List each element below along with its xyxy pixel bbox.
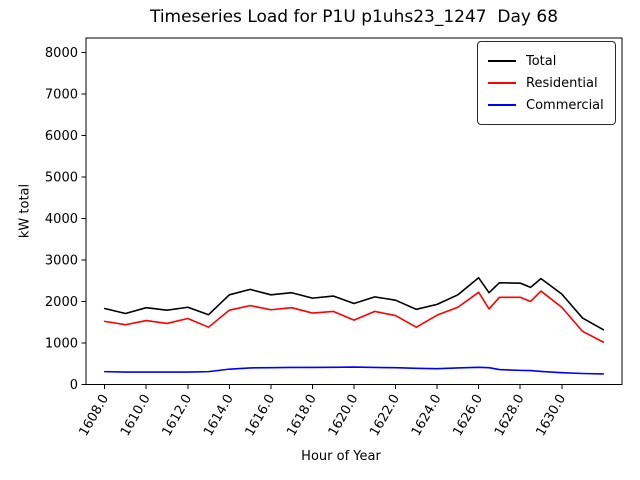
x-tick-label: 1614.0	[201, 392, 237, 439]
legend: Total Residential Commercial	[477, 41, 616, 125]
x-tick-label: 1622.0	[367, 392, 403, 439]
y-tick-label: 8000	[45, 46, 78, 61]
legend-label: Residential	[526, 75, 598, 91]
x-tick-label: 1628.0	[492, 392, 528, 439]
y-tick-label: 3000	[45, 253, 78, 268]
legend-swatch-commercial	[488, 104, 516, 106]
y-tick-label: 6000	[45, 129, 78, 144]
chart-title: Timeseries Load for P1U p1uhs23_1247 Day…	[149, 7, 559, 27]
legend-label: Commercial	[526, 97, 604, 113]
x-tick-label: 1618.0	[284, 392, 320, 439]
x-tick-label: 1620.0	[326, 392, 362, 439]
legend-item-commercial: Commercial	[488, 95, 605, 115]
x-tick-label: 1616.0	[243, 392, 279, 439]
legend-label: Total	[526, 53, 557, 69]
x-tick-label: 1608.0	[76, 392, 112, 439]
y-tick-label: 0	[70, 378, 78, 393]
y-tick-label: 7000	[45, 87, 78, 102]
x-tick-label: 1610.0	[118, 392, 154, 439]
x-tick-label: 1626.0	[450, 392, 486, 439]
y-tick-label: 4000	[45, 212, 78, 227]
legend-item-residential: Residential	[488, 73, 605, 93]
legend-swatch-total	[488, 60, 516, 62]
x-tick-label: 1630.0	[533, 392, 569, 439]
series-line-total	[103, 276, 605, 331]
y-tick-label: 5000	[45, 170, 78, 185]
series-line-commercial	[103, 366, 605, 375]
y-tick-label: 2000	[45, 295, 78, 310]
x-axis-label: Hour of Year	[301, 449, 381, 464]
x-tick-label: 1612.0	[160, 392, 196, 439]
legend-item-total: Total	[488, 51, 605, 71]
y-tick-label: 1000	[45, 336, 78, 351]
legend-swatch-residential	[488, 82, 516, 84]
series-line-residential	[103, 290, 605, 343]
x-tick-label: 1624.0	[409, 392, 445, 439]
